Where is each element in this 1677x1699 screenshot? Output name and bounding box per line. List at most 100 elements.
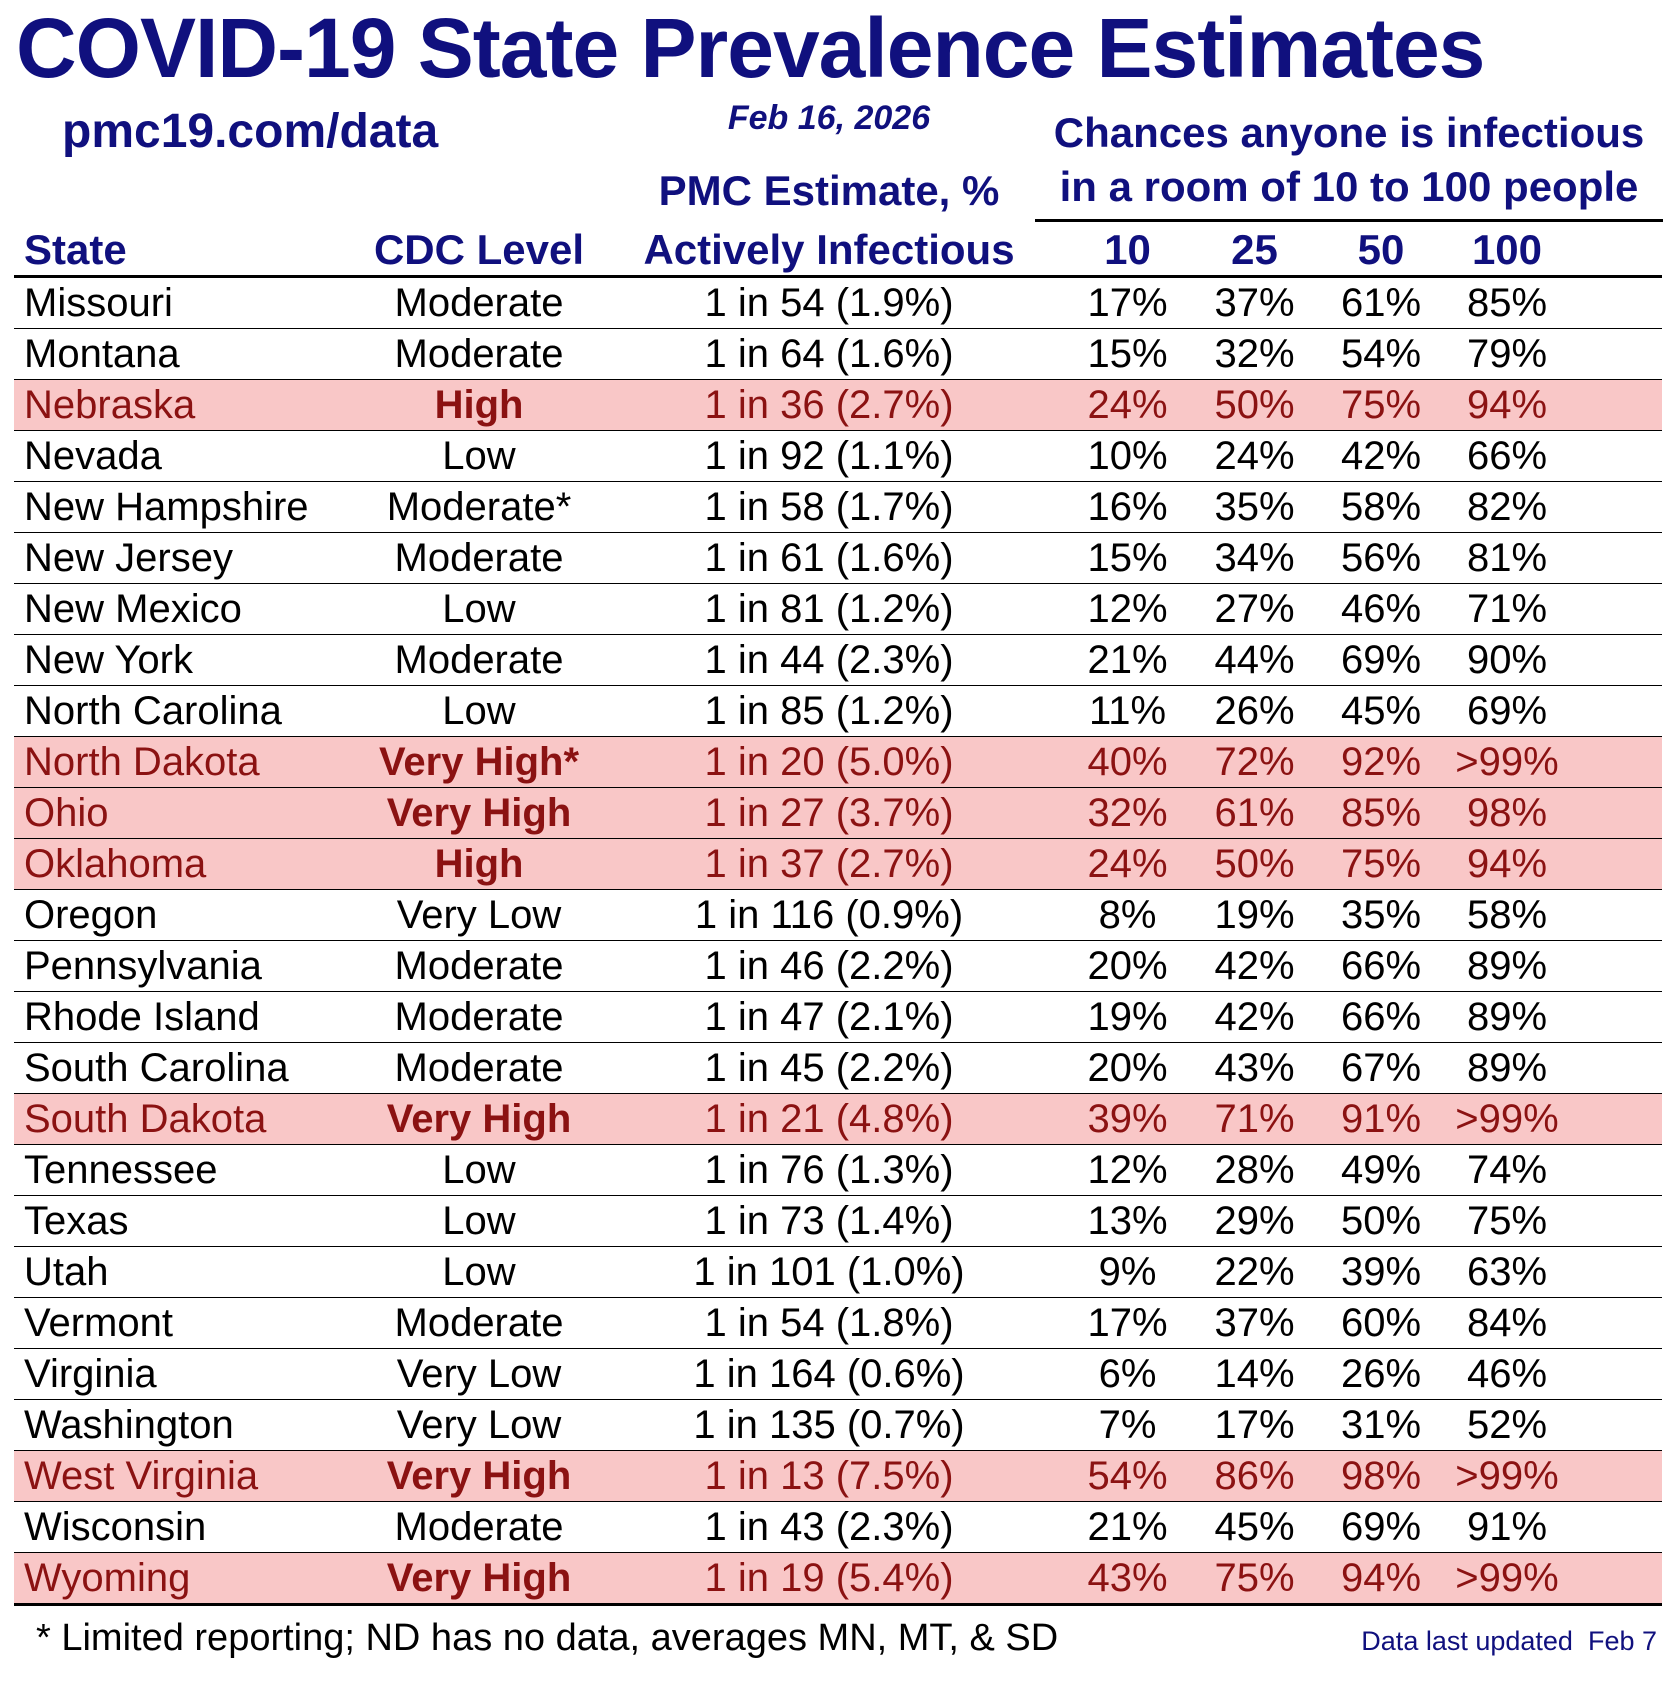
chance-25-cell: 26% bbox=[1191, 685, 1318, 737]
spacer-cell bbox=[1570, 685, 1662, 737]
pmc-estimate-header-line1: PMC Estimate, % bbox=[658, 167, 1000, 214]
spacer-cell bbox=[1570, 1348, 1662, 1400]
table-row: Utah Low 1 in 101 (1.0%) 9% 22% 39% 63% bbox=[14, 1246, 1662, 1298]
chance-10-cell: 24% bbox=[1064, 838, 1191, 890]
chance-100-cell: >99% bbox=[1444, 736, 1570, 788]
state-name-cell: Montana bbox=[14, 328, 364, 380]
chance-10-cell: 16% bbox=[1064, 481, 1191, 533]
chance-10-cell: 17% bbox=[1064, 276, 1191, 329]
chance-100-cell: 89% bbox=[1444, 1042, 1570, 1094]
table-row: Oregon Very Low 1 in 116 (0.9%) 8% 19% 3… bbox=[14, 889, 1662, 941]
chance-100-cell: 58% bbox=[1444, 889, 1570, 941]
state-name-cell: North Dakota bbox=[14, 736, 364, 788]
state-name-cell: Virginia bbox=[14, 1348, 364, 1400]
footnote: * Limited reporting; ND has no data, ave… bbox=[36, 1617, 1059, 1659]
cdc-level-cell: Low bbox=[364, 685, 594, 737]
chance-100-cell: 89% bbox=[1444, 940, 1570, 992]
chance-50-cell: 75% bbox=[1318, 379, 1444, 431]
chance-25-cell: 34% bbox=[1191, 532, 1318, 584]
chance-10-cell: 11% bbox=[1064, 685, 1191, 737]
state-name-cell: Pennsylvania bbox=[14, 940, 364, 992]
chance-100-cell: 79% bbox=[1444, 328, 1570, 380]
site-link[interactable]: pmc19.com/data bbox=[62, 105, 439, 158]
state-name-cell: Missouri bbox=[14, 276, 364, 329]
chance-25-cell: 24% bbox=[1191, 430, 1318, 482]
table-row: New Mexico Low 1 in 81 (1.2%) 12% 27% 46… bbox=[14, 583, 1662, 635]
chance-10-cell: 8% bbox=[1064, 889, 1191, 941]
table-row: South Dakota Very High 1 in 21 (4.8%) 39… bbox=[14, 1093, 1662, 1145]
pmc-estimate-cell: 1 in 64 (1.6%) bbox=[594, 328, 1064, 380]
chance-50-cell: 66% bbox=[1318, 991, 1444, 1043]
chance-50-cell: 67% bbox=[1318, 1042, 1444, 1094]
spacer-cell bbox=[1570, 1450, 1662, 1502]
room-chances-header: Chances anyone is infectious in a room o… bbox=[1035, 106, 1663, 222]
spacer-cell bbox=[1570, 532, 1662, 584]
column-header-state: State bbox=[14, 225, 364, 278]
chance-10-cell: 12% bbox=[1064, 1144, 1191, 1196]
column-header-spacer bbox=[1570, 225, 1662, 278]
cdc-level-cell: Very Low bbox=[364, 1348, 594, 1400]
pmc-estimate-cell: 1 in 37 (2.7%) bbox=[594, 838, 1064, 890]
state-name-cell: New York bbox=[14, 634, 364, 686]
chance-100-cell: 94% bbox=[1444, 838, 1570, 890]
cdc-level-cell: Moderate bbox=[364, 532, 594, 584]
state-name-cell: Texas bbox=[14, 1195, 364, 1247]
pmc-estimate-cell: 1 in 54 (1.9%) bbox=[594, 276, 1064, 329]
chance-10-cell: 39% bbox=[1064, 1093, 1191, 1145]
spacer-cell bbox=[1570, 991, 1662, 1043]
chance-10-cell: 15% bbox=[1064, 532, 1191, 584]
chance-25-cell: 27% bbox=[1191, 583, 1318, 635]
chance-50-cell: 46% bbox=[1318, 583, 1444, 635]
chance-50-cell: 58% bbox=[1318, 481, 1444, 533]
pmc-estimate-cell: 1 in 76 (1.3%) bbox=[594, 1144, 1064, 1196]
spacer-cell bbox=[1570, 1195, 1662, 1247]
pmc-estimate-cell: 1 in 21 (4.8%) bbox=[594, 1093, 1064, 1145]
chance-25-cell: 19% bbox=[1191, 889, 1318, 941]
spacer-cell bbox=[1570, 1144, 1662, 1196]
table-row: North Carolina Low 1 in 85 (1.2%) 11% 26… bbox=[14, 685, 1662, 737]
state-name-cell: Nevada bbox=[14, 430, 364, 482]
pmc-estimate-cell: 1 in 73 (1.4%) bbox=[594, 1195, 1064, 1247]
cdc-level-cell: Moderate bbox=[364, 1501, 594, 1553]
chance-10-cell: 13% bbox=[1064, 1195, 1191, 1247]
chance-50-cell: 45% bbox=[1318, 685, 1444, 737]
state-name-cell: Ohio bbox=[14, 787, 364, 839]
chance-100-cell: 89% bbox=[1444, 991, 1570, 1043]
pmc-estimate-cell: 1 in 36 (2.7%) bbox=[594, 379, 1064, 431]
pmc-estimate-cell: 1 in 13 (7.5%) bbox=[594, 1450, 1064, 1502]
cdc-level-cell: Moderate* bbox=[364, 481, 594, 533]
spacer-cell bbox=[1570, 276, 1662, 329]
chance-25-cell: 35% bbox=[1191, 481, 1318, 533]
chance-50-cell: 69% bbox=[1318, 634, 1444, 686]
spacer-cell bbox=[1570, 328, 1662, 380]
chance-50-cell: 94% bbox=[1318, 1552, 1444, 1605]
pmc-estimate-cell: 1 in 43 (2.3%) bbox=[594, 1501, 1064, 1553]
table-row: Montana Moderate 1 in 64 (1.6%) 15% 32% … bbox=[14, 328, 1662, 380]
pmc-estimate-cell: 1 in 101 (1.0%) bbox=[594, 1246, 1064, 1298]
chance-50-cell: 61% bbox=[1318, 276, 1444, 329]
cdc-level-cell: Very High bbox=[364, 1552, 594, 1605]
table-row: Tennessee Low 1 in 76 (1.3%) 12% 28% 49%… bbox=[14, 1144, 1662, 1196]
state-name-cell: Wyoming bbox=[14, 1552, 364, 1605]
pmc-estimate-cell: 1 in 45 (2.2%) bbox=[594, 1042, 1064, 1094]
page-footer: * Limited reporting; ND has no data, ave… bbox=[36, 1614, 1657, 1662]
cdc-level-cell: Very High* bbox=[364, 736, 594, 788]
chance-100-cell: 69% bbox=[1444, 685, 1570, 737]
column-header-room-100: 100 bbox=[1444, 225, 1570, 278]
chance-10-cell: 24% bbox=[1064, 379, 1191, 431]
chance-25-cell: 50% bbox=[1191, 379, 1318, 431]
pmc-estimate-cell: 1 in 164 (0.6%) bbox=[594, 1348, 1064, 1400]
chance-100-cell: 75% bbox=[1444, 1195, 1570, 1247]
cdc-level-cell: Moderate bbox=[364, 634, 594, 686]
table-row: Oklahoma High 1 in 37 (2.7%) 24% 50% 75%… bbox=[14, 838, 1662, 890]
spacer-cell bbox=[1570, 1093, 1662, 1145]
pmc-estimate-cell: 1 in 44 (2.3%) bbox=[594, 634, 1064, 686]
chance-50-cell: 49% bbox=[1318, 1144, 1444, 1196]
chance-100-cell: 84% bbox=[1444, 1297, 1570, 1349]
spacer-cell bbox=[1570, 583, 1662, 635]
state-name-cell: South Carolina bbox=[14, 1042, 364, 1094]
spacer-cell bbox=[1570, 736, 1662, 788]
chance-25-cell: 37% bbox=[1191, 276, 1318, 329]
chance-100-cell: 91% bbox=[1444, 1501, 1570, 1553]
page-header: COVID-19 State Prevalence Estimates pmc1… bbox=[0, 0, 1677, 225]
